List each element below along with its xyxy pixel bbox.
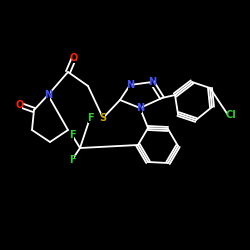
Bar [128, 80, 132, 90]
Bar [227, 110, 235, 120]
Bar [72, 53, 76, 63]
Text: F: F [69, 155, 75, 165]
Text: Cl: Cl [226, 110, 236, 120]
Text: N: N [126, 80, 134, 90]
Text: N: N [44, 90, 52, 100]
Bar [88, 113, 92, 123]
Text: F: F [69, 130, 75, 140]
Bar [70, 155, 74, 165]
Text: O: O [70, 53, 78, 63]
Bar [70, 130, 74, 140]
Text: O: O [16, 100, 24, 110]
Bar [150, 77, 154, 87]
Text: N: N [136, 103, 144, 113]
Bar [18, 100, 22, 110]
Bar [101, 113, 105, 123]
Text: S: S [100, 113, 106, 123]
Text: N: N [148, 77, 156, 87]
Text: F: F [87, 113, 93, 123]
Bar [46, 90, 50, 100]
Bar [138, 103, 142, 113]
